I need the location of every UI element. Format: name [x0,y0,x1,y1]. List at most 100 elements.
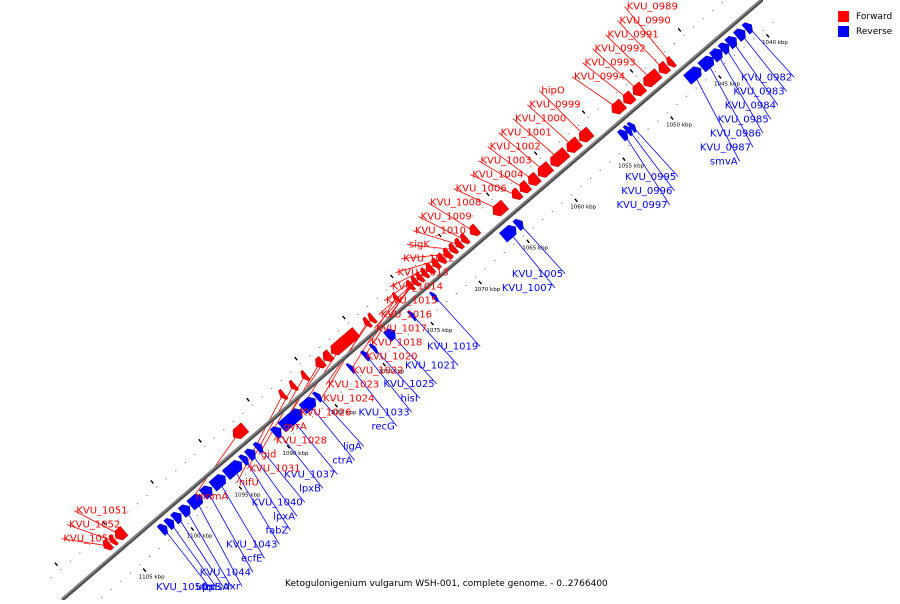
tick-mark-lower [342,315,346,320]
gene-label: KVU_0983 [733,86,784,97]
scale-dot-upper [407,334,410,336]
gene-KVU_1016 [420,267,431,279]
scale-dot-upper [369,366,371,369]
scale-dot-upper [273,449,275,451]
scale-dot-lower [414,264,417,266]
scale-dot-lower [60,568,62,571]
leader-line [617,20,664,70]
tick-mark-upper [622,157,626,162]
leader-line [571,76,618,109]
scale-dot-upper [599,169,601,171]
tick-mark-lower [581,110,586,115]
scale-dot-upper [484,268,486,270]
scale-dot-upper [436,309,438,311]
scale-dot-upper [110,588,112,591]
scale-dot-upper [100,597,103,599]
scale-dot-upper [129,572,131,574]
scale-dot-lower [88,544,91,546]
backbone [60,0,764,602]
gene-label: gid [261,450,276,461]
scale-dot-upper [513,243,515,245]
tick-mark-upper [526,239,530,244]
scale-dot-lower [127,511,129,513]
gene-label: KVU_1019 [427,342,478,353]
scale-dot-upper [292,432,294,434]
scale-dot-upper [637,136,640,139]
gene-KVU_1043 [221,460,243,481]
scale-dot-upper [455,292,457,295]
scale-dot-upper [417,325,419,328]
gene-KVU_1022 [391,291,402,303]
scale-dot-lower [501,190,503,192]
scale-dot-upper [465,284,467,286]
tick-mark-upper [190,527,195,531]
scale-dot-upper [570,194,573,196]
gene-KVU_1000 [550,147,571,168]
gene-label: KVU_1020 [366,352,417,363]
scale-dot-upper [657,120,659,122]
scale-dot-upper [216,498,218,500]
gene-KVU_1003 [519,179,533,194]
scale-dot-lower [261,396,263,398]
gene-label: cdsA [205,582,229,593]
gene-label: KVU_0997 [616,200,667,211]
scale-dot-lower [242,412,244,414]
gene-label: fabZ [266,525,289,536]
scale-dot-lower [213,437,215,439]
gene-label: nifU [239,478,259,489]
gene-label: KVU_0996 [621,186,672,197]
gene-label: KVU_1043 [226,539,277,550]
gene-label: recG [372,421,395,432]
scale-dot-upper [494,260,496,262]
leader-line [539,90,586,137]
scale-dot-lower [462,223,465,225]
scale-dot-upper [235,482,237,484]
gene-label: ligA [343,441,362,452]
scale-dot-upper [139,564,141,566]
leader-line [61,538,107,547]
scale-dot-upper [148,555,151,558]
leader-line [628,129,675,192]
scale-dot-lower [434,248,436,250]
scale-dot-lower [328,338,330,340]
gene-label: KVU_1018 [371,338,422,349]
gene-label: KVU_1003 [480,156,531,167]
gene-KVU_1018 [410,275,421,287]
gene-KVU_1037 [277,408,303,433]
gene-label: KVU_1026 [300,408,351,419]
gene-KVU_0995 [626,121,637,134]
gene-KVU_1012 [442,247,454,260]
gene-label: KVU_1023 [328,380,379,391]
scale-dot-upper [446,301,448,303]
scale-dot-lower [625,83,628,86]
scale-dot-upper [340,391,342,393]
scale-dot-upper [551,210,553,212]
scale-dot-lower [165,478,167,480]
tick-label: 1100 kbp [187,533,213,539]
scale-dot-upper [321,408,323,410]
gene-label: ctrA [332,455,353,466]
leader-line [478,160,525,189]
gene-smvA [683,66,702,85]
tick-label: 1075 kbp [426,328,452,334]
gene-KVU_1025 [382,328,396,342]
leader-line [66,524,113,542]
scale-dot-lower [194,453,196,455]
tick-label: 1045 kbp [714,81,740,87]
gene-label: KVU_1016 [381,310,432,321]
legend-item-forward: Forward [838,9,892,24]
leader-line [412,315,459,366]
gene-KVU_1013 [436,252,448,265]
tick-label: 1065 kbp [522,246,548,252]
tick-mark-lower [294,356,298,361]
gene-gid [300,369,311,382]
scale-dot-lower [654,59,656,61]
leader-line [623,133,670,206]
tick-label: 1105 kbp [139,574,165,580]
gene-label: KVU_1037 [284,469,335,480]
gene-label: KVU_1004 [472,170,523,181]
gene-KVU_1026 [330,327,361,356]
scale-dot-upper [714,71,716,73]
scale-dot-upper [695,87,697,89]
scale-dot-upper [474,276,477,278]
